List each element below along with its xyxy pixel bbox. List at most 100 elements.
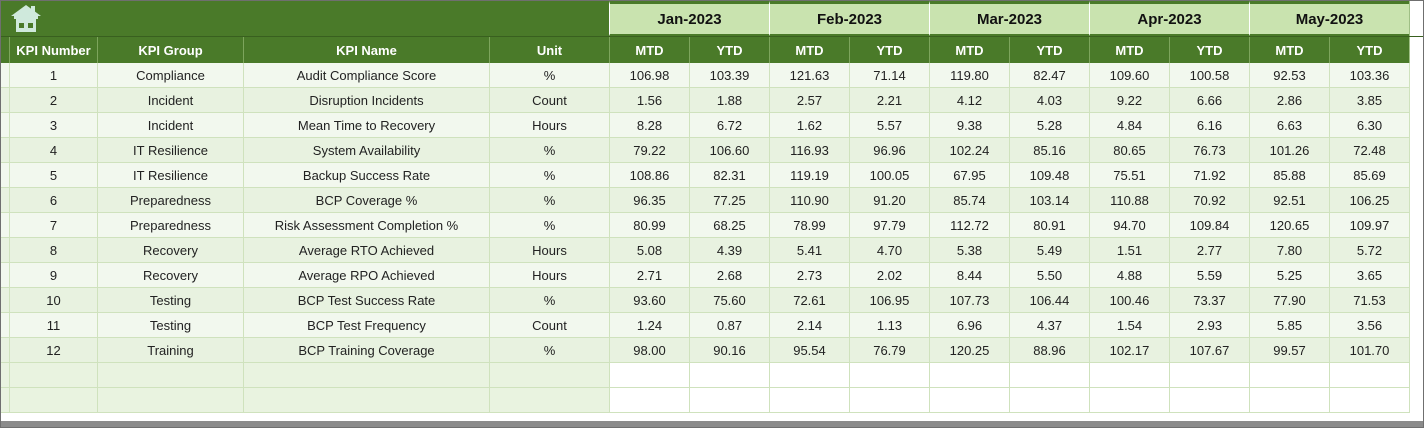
- value-cell[interactable]: 106.98: [609, 63, 689, 88]
- value-cell[interactable]: 8.28: [609, 113, 689, 138]
- value-cell[interactable]: 112.72: [929, 213, 1009, 238]
- unit-cell[interactable]: Hours: [489, 263, 609, 288]
- value-cell[interactable]: 75.51: [1089, 163, 1169, 188]
- value-cell[interactable]: 71.53: [1329, 288, 1409, 313]
- empty-cell[interactable]: [689, 363, 769, 388]
- kpi-name-cell[interactable]: Audit Compliance Score: [243, 63, 489, 88]
- kpi-name-cell[interactable]: BCP Training Coverage: [243, 338, 489, 363]
- value-cell[interactable]: 4.03: [1009, 88, 1089, 113]
- month-header-5[interactable]: May-2023: [1249, 1, 1409, 36]
- kpi-name-cell[interactable]: BCP Test Success Rate: [243, 288, 489, 313]
- value-cell[interactable]: 106.60: [689, 138, 769, 163]
- value-cell[interactable]: 3.85: [1329, 88, 1409, 113]
- value-cell[interactable]: 2.21: [849, 88, 929, 113]
- value-cell[interactable]: 67.95: [929, 163, 1009, 188]
- month-header-3[interactable]: Mar-2023: [929, 1, 1089, 36]
- column-header-ytd-month1[interactable]: YTD: [689, 37, 769, 63]
- kpi-name-cell[interactable]: BCP Test Frequency: [243, 313, 489, 338]
- value-cell[interactable]: 4.84: [1089, 113, 1169, 138]
- value-cell[interactable]: 75.60: [689, 288, 769, 313]
- empty-cell[interactable]: [1, 388, 9, 413]
- kpi-number-cell[interactable]: 11: [9, 313, 97, 338]
- unit-cell[interactable]: Count: [489, 88, 609, 113]
- column-header-kpi-number[interactable]: KPI Number: [9, 37, 97, 63]
- value-cell[interactable]: 2.57: [769, 88, 849, 113]
- value-cell[interactable]: 91.20: [849, 188, 929, 213]
- bottom-scrollbar[interactable]: [1, 421, 1423, 427]
- column-header-mtd-month2[interactable]: MTD: [769, 37, 849, 63]
- value-cell[interactable]: 5.08: [609, 238, 689, 263]
- value-cell[interactable]: 85.16: [1009, 138, 1089, 163]
- value-cell[interactable]: 2.02: [849, 263, 929, 288]
- value-cell[interactable]: 5.41: [769, 238, 849, 263]
- value-cell[interactable]: 109.84: [1169, 213, 1249, 238]
- value-cell[interactable]: 102.17: [1089, 338, 1169, 363]
- value-cell[interactable]: 2.14: [769, 313, 849, 338]
- kpi-number-cell[interactable]: 10: [9, 288, 97, 313]
- column-header-kpi-group[interactable]: KPI Group: [97, 37, 243, 63]
- value-cell[interactable]: 94.70: [1089, 213, 1169, 238]
- kpi-group-cell[interactable]: IT Resilience: [97, 138, 243, 163]
- kpi-group-cell[interactable]: Incident: [97, 113, 243, 138]
- kpi-number-cell[interactable]: 1: [9, 63, 97, 88]
- empty-cell[interactable]: [929, 363, 1009, 388]
- value-cell[interactable]: 5.49: [1009, 238, 1089, 263]
- value-cell[interactable]: 6.72: [689, 113, 769, 138]
- empty-cell[interactable]: [1089, 363, 1169, 388]
- kpi-group-cell[interactable]: IT Resilience: [97, 163, 243, 188]
- value-cell[interactable]: 120.65: [1249, 213, 1329, 238]
- value-cell[interactable]: 5.85: [1249, 313, 1329, 338]
- empty-cell[interactable]: [1169, 363, 1249, 388]
- kpi-name-cell[interactable]: System Availability: [243, 138, 489, 163]
- value-cell[interactable]: 77.90: [1249, 288, 1329, 313]
- value-cell[interactable]: 5.72: [1329, 238, 1409, 263]
- kpi-number-cell[interactable]: 8: [9, 238, 97, 263]
- value-cell[interactable]: 100.46: [1089, 288, 1169, 313]
- value-cell[interactable]: 79.22: [609, 138, 689, 163]
- empty-cell[interactable]: [1249, 388, 1329, 413]
- kpi-number-cell[interactable]: 6: [9, 188, 97, 213]
- value-cell[interactable]: 100.58: [1169, 63, 1249, 88]
- kpi-number-cell[interactable]: 7: [9, 213, 97, 238]
- unit-cell[interactable]: %: [489, 288, 609, 313]
- value-cell[interactable]: 98.00: [609, 338, 689, 363]
- value-cell[interactable]: 103.36: [1329, 63, 1409, 88]
- value-cell[interactable]: 3.56: [1329, 313, 1409, 338]
- kpi-number-cell[interactable]: 5: [9, 163, 97, 188]
- kpi-group-cell[interactable]: Preparedness: [97, 188, 243, 213]
- empty-cell[interactable]: [97, 388, 243, 413]
- value-cell[interactable]: 80.99: [609, 213, 689, 238]
- value-cell[interactable]: 110.90: [769, 188, 849, 213]
- column-header-mtd-month3[interactable]: MTD: [929, 37, 1009, 63]
- value-cell[interactable]: 2.77: [1169, 238, 1249, 263]
- kpi-number-cell[interactable]: 9: [9, 263, 97, 288]
- kpi-group-cell[interactable]: Testing: [97, 288, 243, 313]
- kpi-name-cell[interactable]: Risk Assessment Completion %: [243, 213, 489, 238]
- value-cell[interactable]: 6.30: [1329, 113, 1409, 138]
- value-cell[interactable]: 5.38: [929, 238, 1009, 263]
- unit-cell[interactable]: %: [489, 138, 609, 163]
- value-cell[interactable]: 103.14: [1009, 188, 1089, 213]
- value-cell[interactable]: 5.28: [1009, 113, 1089, 138]
- kpi-number-cell[interactable]: 4: [9, 138, 97, 163]
- value-cell[interactable]: 96.96: [849, 138, 929, 163]
- value-cell[interactable]: 2.93: [1169, 313, 1249, 338]
- value-cell[interactable]: 119.19: [769, 163, 849, 188]
- kpi-group-cell[interactable]: Testing: [97, 313, 243, 338]
- empty-cell[interactable]: [769, 363, 849, 388]
- value-cell[interactable]: 1.24: [609, 313, 689, 338]
- value-cell[interactable]: 92.51: [1249, 188, 1329, 213]
- column-header-ytd-month4[interactable]: YTD: [1169, 37, 1249, 63]
- unit-cell[interactable]: Count: [489, 313, 609, 338]
- value-cell[interactable]: 100.05: [849, 163, 929, 188]
- value-cell[interactable]: 1.56: [609, 88, 689, 113]
- kpi-group-cell[interactable]: Preparedness: [97, 213, 243, 238]
- column-header-mtd-month4[interactable]: MTD: [1089, 37, 1169, 63]
- month-header-1[interactable]: Jan-2023: [609, 1, 769, 36]
- value-cell[interactable]: 70.92: [1169, 188, 1249, 213]
- empty-cell[interactable]: [1249, 363, 1329, 388]
- column-header-ytd-month3[interactable]: YTD: [1009, 37, 1089, 63]
- kpi-group-cell[interactable]: Recovery: [97, 263, 243, 288]
- value-cell[interactable]: 120.25: [929, 338, 1009, 363]
- column-header-mtd-month5[interactable]: MTD: [1249, 37, 1329, 63]
